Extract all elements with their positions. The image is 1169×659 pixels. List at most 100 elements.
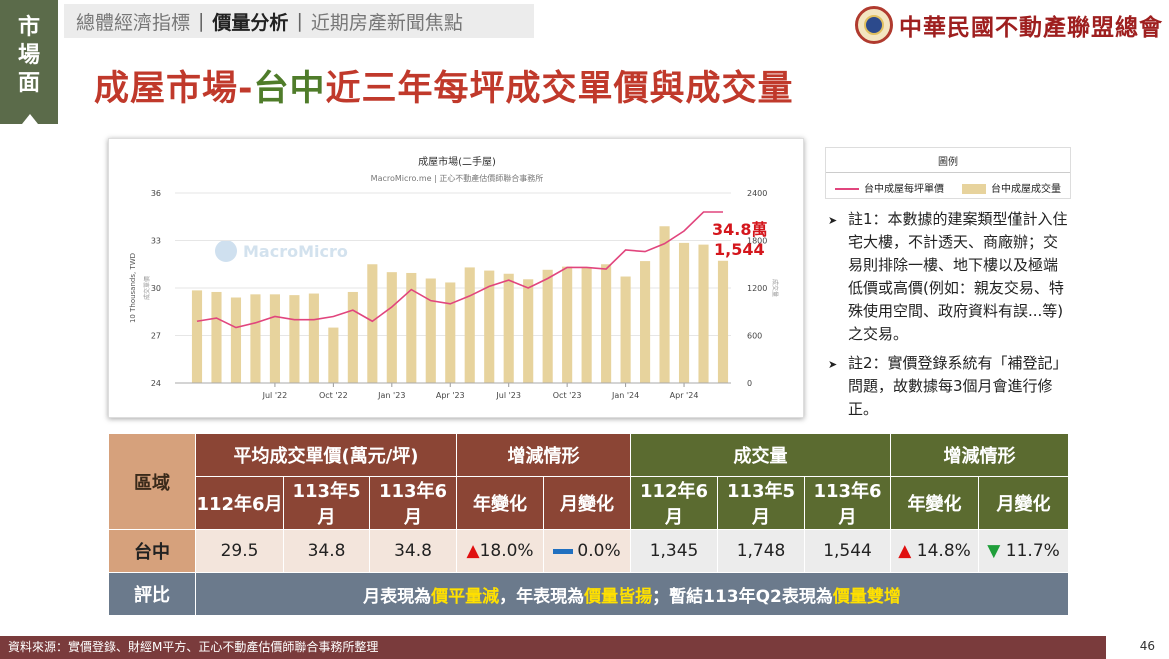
up-triangle-icon: ▲ (898, 541, 912, 561)
value-cell: 1,748 (717, 529, 806, 573)
x-tick-label: Jul '22 (262, 391, 288, 400)
volume-bar (678, 242, 690, 383)
volume-callout: 1,544 (714, 240, 765, 259)
volume-bar (523, 279, 534, 383)
bar-swatch (962, 184, 986, 194)
col-header: 112年6月 (630, 476, 719, 530)
value-cell: 34.8 (368, 529, 458, 573)
volume-bar (601, 264, 612, 383)
col-header: 112年6月 (195, 476, 284, 530)
change-value: 0.0% (577, 541, 621, 561)
volume-change-header: 增減情形 (890, 433, 1070, 477)
y-left-axis-sublabel: 成交單價 (143, 276, 151, 300)
org-name: 中華民國不動產聯盟總會 (899, 14, 1163, 41)
combo-chart: 成屋市場(二手屋) MacroMicro.me | 正心不動產估價師聯合事務所 Ma… (129, 155, 779, 400)
volume-bar (425, 278, 436, 383)
eval-highlight: 價平量減 (431, 586, 500, 607)
nav-item-macro[interactable]: 總體經濟指標 (76, 11, 191, 34)
price-callout: 34.8萬 (712, 220, 768, 239)
x-tick-label: Jan '23 (377, 391, 405, 400)
change-value: 18.0% (479, 541, 534, 561)
volume-bar (230, 297, 242, 383)
x-tick-label: Oct '23 (553, 391, 582, 400)
eval-highlight: 價量皆揚 (584, 586, 653, 607)
volume-bar (308, 293, 319, 383)
y-left-axis-label: 10 Thousands, TWD (129, 253, 137, 323)
change-cell: ▲18.0% (456, 529, 545, 573)
source-footer: 資料來源：實價登錄、財經M平方、正心不動產估價師聯合事務所整理 (0, 636, 1106, 659)
change-cell: ▲ 14.8% (890, 529, 980, 573)
nav-item-news[interactable]: 近期房產新聞焦點 (310, 11, 463, 34)
eval-highlight: 價量雙增 (832, 586, 901, 607)
eval-part: ，年表現為 (499, 586, 585, 607)
y-right-axis-label: 成交量 (771, 279, 779, 297)
x-tick-label: Apr '24 (670, 391, 699, 400)
page-title: 成屋市場-台中近三年每坪成交單價與成交量 (94, 60, 794, 111)
y-left-tick-label: 33 (151, 237, 161, 246)
value-cell: 29.5 (195, 529, 284, 573)
note-item: ➤ 註1：本數據的建案類型僅計入住宅大樓，不計透天、商廠辦；交易則排除一樓、地下… (828, 208, 1072, 346)
notes: ➤ 註1：本數據的建案類型僅計入住宅大樓，不計透天、商廠辦；交易則排除一樓、地下… (828, 208, 1072, 427)
x-tick-label: Oct '22 (319, 391, 348, 400)
chart-watermark: MacroMicro (243, 242, 348, 261)
seal-icon (855, 6, 893, 44)
page-number: 46 (1139, 639, 1155, 653)
volume-bar (698, 244, 709, 383)
price-change-header: 增減情形 (456, 433, 632, 477)
chart-title: 成屋市場(二手屋) (418, 155, 496, 168)
volume-bar (211, 291, 222, 383)
x-tick-label: Jan '24 (611, 391, 639, 400)
nav-item-price-volume[interactable]: 價量分析 (212, 11, 289, 34)
value-cell: 1,345 (630, 529, 719, 573)
flat-dash-icon (553, 548, 574, 554)
y-left-tick-label: 30 (151, 284, 161, 293)
value-cell: 1,544 (804, 529, 892, 573)
volume-bar (250, 294, 261, 383)
legend: 圖例 台中成屋每坪單價 台中成屋成交量 (825, 147, 1071, 199)
down-triangle-icon: ▼ (987, 541, 1001, 561)
x-tick-label: Apr '23 (436, 391, 465, 400)
legend-line-label: 台中成屋每坪單價 (864, 184, 944, 195)
change-cell: ▼ 11.7% (978, 529, 1070, 573)
watermark-logo-icon (215, 240, 237, 262)
section-char: 場 (17, 43, 40, 68)
volume-bar (269, 294, 280, 383)
title-part1: 成屋市場- (94, 69, 254, 109)
col-header: 月變化 (978, 476, 1070, 530)
volume-bar (562, 266, 573, 383)
col-header: 年變化 (890, 476, 980, 530)
note-text: 註2：實價登錄系統有「補登記」問題，故數據每3個月會進行修正。 (848, 354, 1068, 418)
title-part3: 近三年每坪成交單價與成交量 (325, 69, 794, 109)
y-right-tick-label: 2400 (747, 189, 767, 198)
eval-label: 評比 (108, 572, 196, 616)
volume-bar (445, 282, 456, 383)
legend-bar-label: 台中成屋成交量 (991, 184, 1061, 195)
legend-title: 圖例 (826, 148, 1070, 173)
volume-bar (191, 290, 203, 383)
x-tick-label: Jul '23 (495, 391, 521, 400)
y-left-tick-label: 24 (151, 379, 161, 388)
col-header: 年變化 (456, 476, 545, 530)
price-line (196, 211, 723, 329)
eval-part: ；暫結113年Q2表現為 (652, 586, 833, 607)
up-triangle-icon: ▲ (466, 541, 480, 561)
volume-bar (328, 327, 339, 383)
col-header: 113年6月 (368, 476, 458, 530)
change-value: 11.7% (1005, 541, 1060, 561)
table-row: 台中 29.5 34.8 34.8 ▲18.0% 0.0% 1,345 1,74… (108, 529, 1070, 573)
volume-bar (464, 267, 475, 383)
line-swatch (835, 188, 859, 190)
legend-item-line: 台中成屋每坪單價 (835, 180, 944, 195)
value-cell: 34.8 (283, 529, 370, 573)
change-cell: 0.0% (543, 529, 632, 573)
note-text: 註1：本數據的建案類型僅計入住宅大樓，不計透天、商廠辦；交易則排除一樓、地下樓以… (848, 210, 1068, 343)
volume-bar (503, 273, 514, 383)
y-right-tick-label: 1200 (747, 284, 767, 293)
change-value: 14.8% (916, 541, 971, 561)
volume-bar (717, 260, 729, 383)
region-cell: 台中 (108, 529, 196, 573)
volume-bar (289, 295, 300, 383)
top-nav: 總體經濟指標 | 價量分析 | 近期房產新聞焦點 (64, 4, 534, 38)
y-left-tick-label: 27 (151, 332, 161, 341)
volume-bar (640, 261, 651, 383)
